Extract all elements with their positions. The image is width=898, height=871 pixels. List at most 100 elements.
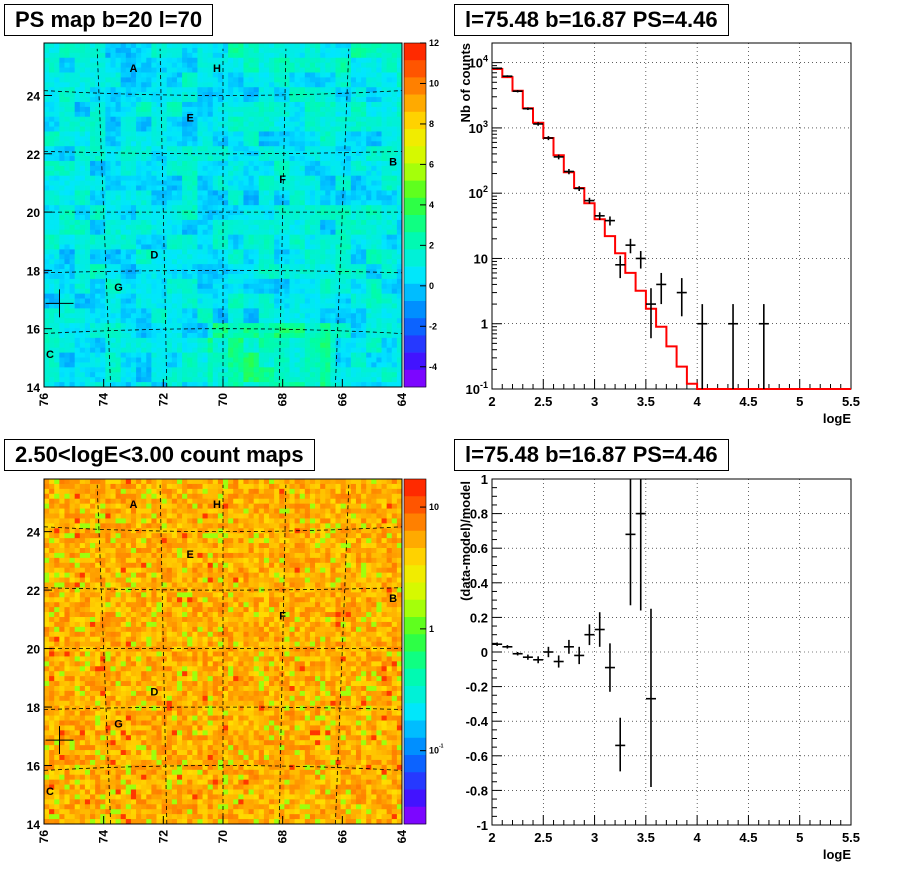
heatmap-cell — [64, 82, 70, 88]
heatmap-cell — [176, 210, 183, 216]
heatmap-cell — [294, 273, 301, 280]
heatmap-cell — [44, 72, 50, 78]
heatmap-cell — [151, 273, 157, 280]
colorbar-tick-label: -4 — [429, 362, 437, 372]
heatmap-cell — [84, 170, 91, 177]
heatmap-cell — [84, 77, 91, 83]
heatmap-cell — [166, 308, 173, 314]
heatmap-cell — [228, 337, 234, 344]
heatmap-cell — [212, 190, 219, 196]
heatmap-cell — [284, 249, 290, 255]
heatmap-cell — [69, 234, 76, 240]
heatmap-cell — [212, 136, 219, 142]
heatmap-cell — [192, 47, 198, 54]
heatmap-cell — [192, 313, 198, 319]
heatmap-cell — [253, 131, 260, 137]
heatmap-cell — [269, 185, 275, 191]
heatmap-cell — [136, 298, 142, 304]
heatmap-cell — [136, 126, 142, 132]
heatmap-cell — [212, 342, 219, 349]
heatmap-cell — [309, 308, 316, 314]
heatmap-cell — [366, 205, 372, 211]
heatmap-cell — [90, 131, 96, 137]
heatmap-cell — [64, 121, 70, 127]
heatmap-cell — [166, 318, 173, 324]
heatmap-cell — [207, 82, 214, 88]
heatmap-cell — [248, 229, 255, 236]
heatmap-cell — [217, 215, 224, 221]
heatmap-cell — [376, 273, 382, 280]
heatmap-cell — [289, 52, 295, 59]
heatmap-cell — [100, 82, 106, 88]
heatmap-cell — [146, 62, 152, 68]
heatmap-cell — [217, 175, 224, 181]
heatmap-cell — [161, 323, 168, 329]
heatmap-cell — [243, 180, 249, 186]
heatmap-cell — [120, 151, 127, 157]
heatmap-cell — [151, 219, 157, 226]
heatmap-cell — [115, 205, 122, 211]
heatmap-cell — [320, 249, 326, 255]
heatmap-cell — [54, 106, 60, 113]
heatmap-cell — [269, 288, 275, 295]
heatmap-cell — [320, 382, 326, 388]
heatmap-cell — [381, 308, 388, 314]
heatmap-cell — [110, 229, 116, 236]
heatmap-cell — [100, 362, 106, 368]
heatmap-cell — [44, 229, 50, 236]
heatmap-cell — [151, 318, 157, 324]
region-label: C — [46, 349, 54, 361]
heatmap-cell — [330, 347, 336, 353]
heatmap-cell — [105, 372, 111, 378]
heatmap-cell — [125, 87, 132, 93]
heatmap-cell — [223, 210, 229, 216]
heatmap-cell — [49, 352, 55, 358]
heatmap-cell — [243, 57, 249, 64]
heatmap-cell — [59, 254, 65, 260]
heatmap-cell — [315, 47, 321, 54]
heatmap-cell — [49, 72, 55, 78]
heatmap-cell — [187, 131, 193, 137]
heatmap-cell — [289, 126, 295, 132]
heatmap-cell — [376, 342, 382, 349]
heatmap-cell — [345, 377, 352, 383]
heatmap-cell — [304, 278, 311, 285]
heatmap-cell — [202, 283, 209, 290]
heatmap-cell — [187, 180, 193, 186]
heatmap-cell — [130, 273, 137, 280]
heatmap-cell — [366, 367, 372, 373]
heatmap-cell — [330, 342, 336, 349]
heatmap-cell — [69, 303, 76, 309]
heatmap-cell — [304, 313, 311, 319]
heatmap-cell — [228, 126, 234, 132]
heatmap-cell — [243, 283, 249, 290]
heatmap-cell — [279, 269, 285, 275]
heatmap-cell — [115, 377, 122, 383]
heatmap-cell — [69, 362, 76, 368]
heatmap-cell — [69, 52, 76, 59]
heatmap-cell — [309, 303, 316, 309]
heatmap-cell — [146, 205, 152, 211]
heatmap-cell — [340, 106, 347, 113]
heatmap-cell — [366, 101, 372, 108]
heatmap-cell — [192, 224, 198, 231]
heatmap-cell — [284, 328, 290, 334]
heatmap-cell — [381, 254, 388, 260]
heatmap-cell — [304, 377, 311, 383]
heatmap-cell — [120, 111, 127, 118]
heatmap-cell — [187, 175, 193, 181]
heatmap-cell — [248, 219, 255, 226]
heatmap-cell — [59, 92, 65, 98]
heatmap-cell — [228, 229, 234, 236]
heatmap-cell — [105, 264, 111, 270]
heatmap-cell — [207, 298, 214, 304]
heatmap-cell — [130, 190, 137, 196]
heatmap-cell — [187, 52, 193, 59]
heatmap-cell — [54, 62, 60, 68]
heatmap-cell — [391, 121, 398, 127]
heatmap-cell — [350, 87, 357, 93]
heatmap-cell — [371, 352, 377, 358]
heatmap-cell — [391, 337, 398, 344]
heatmap-cell — [192, 97, 198, 103]
heatmap-cell — [187, 244, 193, 250]
